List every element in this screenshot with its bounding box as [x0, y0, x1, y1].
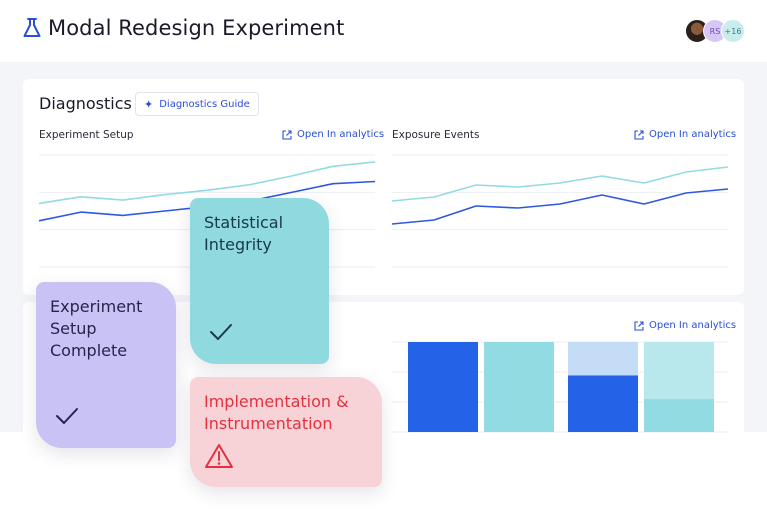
exposure-events-chart-label: Exposure Events	[392, 129, 480, 141]
bar-segment	[568, 342, 638, 376]
experiment-setup-text: Experiment Setup Complete	[50, 296, 142, 362]
card-title-line: Experiment	[50, 297, 143, 316]
open-in-analytics-label: Open In analytics	[649, 320, 737, 331]
series-line-1	[38, 161, 376, 205]
statistical-integrity-card[interactable]: Statistical Integrity	[190, 198, 329, 364]
card-title-line: Implementation &	[204, 392, 349, 411]
diagnostics-title: Diagnostics	[39, 94, 132, 113]
app-header: Modal Redesign Experiment RS +16	[0, 0, 767, 62]
exposure-events-line-chart	[391, 154, 729, 268]
sparkle-icon: ✦	[144, 97, 154, 111]
page-title: Modal Redesign Experiment	[48, 16, 345, 40]
diagnostics-guide-button[interactable]: ✦ Diagnostics Guide	[135, 92, 259, 116]
open-in-analytics-label: Open In analytics	[297, 129, 385, 140]
bar-segment	[408, 342, 478, 432]
more-collaborators-badge[interactable]: +16	[721, 19, 745, 43]
series-line-1	[391, 166, 729, 202]
card-title-line: Statistical	[204, 213, 284, 232]
card-title-line: Instrumentation	[204, 414, 333, 433]
title-group: Modal Redesign Experiment	[22, 16, 344, 40]
card-title-line: Complete	[50, 341, 128, 360]
open-in-analytics-label: Open In analytics	[649, 129, 737, 140]
statistical-integrity-text: Statistical Integrity	[204, 212, 283, 256]
collaborator-avatars[interactable]: RS +16	[685, 19, 745, 43]
open-in-analytics-link-2[interactable]: Open In analytics	[634, 129, 736, 140]
external-link-icon	[634, 129, 644, 140]
bar-segment	[644, 342, 714, 399]
diagnostics-guide-label: Diagnostics Guide	[159, 98, 250, 110]
diagnostics-panel: Diagnostics ✦ Diagnostics Guide Experime…	[23, 79, 744, 295]
bar-segment	[644, 398, 714, 432]
card-title-line: Integrity	[204, 235, 272, 254]
experiment-setup-chart-label: Experiment Setup	[39, 129, 134, 141]
implementation-instrumentation-card[interactable]: Implementation & Instrumentation	[190, 377, 382, 487]
card-title-line: Setup	[50, 319, 97, 338]
flask-icon	[23, 18, 41, 37]
experiment-setup-card[interactable]: Experiment Setup Complete	[36, 282, 176, 448]
stacked-bar-chart	[392, 341, 728, 433]
check-icon	[210, 324, 232, 340]
warning-icon	[205, 444, 233, 468]
check-icon	[56, 408, 78, 424]
open-in-analytics-link-3[interactable]: Open In analytics	[634, 320, 736, 331]
series-line-2	[391, 188, 729, 225]
external-link-icon	[282, 129, 292, 140]
bar-segment	[568, 375, 638, 432]
external-link-icon	[634, 320, 644, 331]
implementation-text: Implementation & Instrumentation	[204, 391, 349, 435]
open-in-analytics-link-1[interactable]: Open In analytics	[282, 129, 384, 140]
bar-segment	[484, 342, 554, 432]
